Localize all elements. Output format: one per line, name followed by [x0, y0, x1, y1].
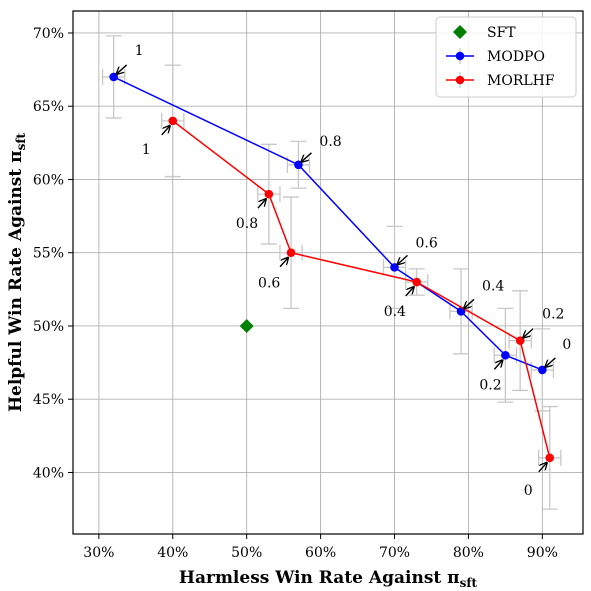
annotation-label: 0.2	[479, 377, 501, 393]
annotation-label: 0.4	[482, 278, 504, 294]
annotation-arrow	[493, 360, 502, 370]
annotation-arrow	[161, 126, 170, 136]
x-tick-label: 80%	[453, 545, 484, 561]
morlhf-marker	[545, 453, 555, 463]
x-tick-label: 70%	[379, 545, 410, 561]
y-tick-label: 45%	[33, 392, 64, 408]
annotation-arrow	[117, 64, 128, 74]
morlhf-marker	[286, 248, 296, 258]
plot-frame	[72, 10, 584, 535]
annotation-arrow	[398, 254, 408, 264]
morlhf-marker	[264, 189, 274, 199]
y-tick-label: 70%	[33, 26, 64, 42]
y-tick-label: 65%	[33, 99, 64, 115]
morlhf-line	[172, 120, 551, 459]
sft-marker	[239, 318, 254, 333]
annotation-arrow	[257, 199, 266, 209]
annotation-arrow	[538, 463, 547, 473]
morlhf-marker	[412, 277, 421, 287]
legend-sft-marker	[453, 25, 467, 39]
legend-modpo-marker	[455, 51, 465, 61]
x-tick-label: 30%	[83, 545, 114, 561]
annotation-arrow	[523, 328, 534, 338]
annotation-label: 0.6	[258, 276, 280, 292]
y-tick-label: 55%	[33, 246, 64, 262]
x-tick-label: 50%	[231, 545, 262, 561]
modpo-line	[113, 76, 543, 371]
y-tick-label: 60%	[33, 172, 64, 188]
annotation-label: 0.8	[319, 134, 341, 150]
x-tick-label: 60%	[305, 545, 336, 561]
legend-box	[435, 16, 577, 98]
annotation-label: 0	[562, 337, 571, 353]
annotation-label: 0.6	[416, 235, 438, 251]
annotation-arrow	[464, 298, 475, 308]
legend-morlhf-label: MORLHF	[487, 73, 555, 89]
annotation-arrow	[405, 287, 414, 297]
x-axis-title: Harmless Win Rate Against πsft	[179, 568, 478, 590]
annotation-arrow	[545, 357, 556, 367]
y-axis-title: Helpful Win Rate Against πsft	[6, 133, 28, 413]
annotation-arrow	[279, 258, 288, 268]
legend-morlhf-marker	[455, 75, 465, 85]
annotation-label: 0.8	[236, 216, 258, 232]
annotation-arrow	[301, 152, 312, 162]
annotation-label: 0	[524, 483, 533, 499]
y-tick-label: 50%	[33, 319, 64, 335]
x-tick-label: 90%	[527, 545, 558, 561]
x-tick-label: 40%	[157, 545, 188, 561]
annotation-label: 0.2	[542, 307, 564, 323]
y-tick-label: 40%	[33, 465, 64, 481]
morlhf-marker	[168, 116, 178, 126]
modpo-marker	[501, 350, 510, 360]
annotation-label: 1	[142, 142, 151, 158]
legend-modpo-label: MODPO	[487, 49, 545, 65]
annotation-label: 1	[135, 43, 144, 59]
legend-sft-label: SFT	[487, 25, 516, 41]
legend: SFT MODPO MORLHF	[435, 16, 577, 98]
annotation-label: 0.4	[384, 304, 406, 320]
